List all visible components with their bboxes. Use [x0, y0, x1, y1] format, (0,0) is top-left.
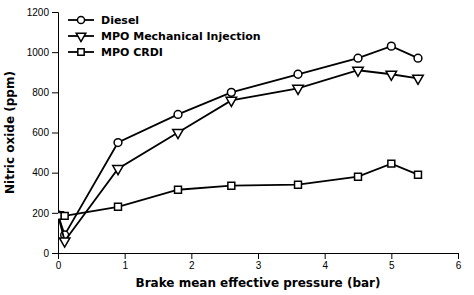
- legend-label: MPO Mechanical Injection: [101, 30, 261, 43]
- tick-mark: [52, 213, 58, 214]
- tick: 6: [456, 253, 462, 271]
- tick: 1: [122, 253, 128, 271]
- legend-label: Diesel: [101, 14, 139, 27]
- point: [114, 139, 122, 147]
- tick-mark: [52, 253, 58, 254]
- point: [415, 171, 422, 178]
- axis-line: [52, 13, 59, 254]
- plot: 0 1 2 3 4 5 6 0 200 400 600 800 1000 1200 Brake mean e…: [3, 7, 462, 290]
- tick-mark: [52, 133, 58, 134]
- point: [293, 85, 304, 94]
- point: [115, 203, 122, 210]
- tick-label: 1000: [27, 47, 50, 58]
- point: [295, 181, 302, 188]
- tick-mark: [52, 12, 58, 13]
- legend-marker: [76, 33, 86, 41]
- tick: 400: [32, 167, 58, 178]
- legend: Diesel MPO Mechanical Injection MPO CRDI: [68, 14, 261, 59]
- tick-label: 2: [189, 260, 195, 271]
- tick-mark: [52, 173, 58, 174]
- tick: 1200: [27, 7, 58, 18]
- tick: 600: [32, 127, 58, 138]
- marks: [58, 42, 423, 247]
- legend-item: MPO CRDI: [68, 46, 163, 59]
- legend-marker: [78, 49, 84, 55]
- tick: 5: [389, 253, 395, 271]
- chart: 0 1 2 3 4 5 6 0 200 400 600 800 1000 1200 Brake mean e…: [0, 0, 474, 295]
- legend-marker: [77, 16, 84, 23]
- tick-label: 5: [389, 260, 395, 271]
- axis-line: [59, 254, 459, 260]
- tick: 0: [43, 248, 58, 259]
- tick-mark: [52, 52, 58, 53]
- point: [59, 238, 70, 247]
- tick: 1000: [27, 47, 58, 58]
- tick: 0: [56, 253, 62, 271]
- point: [387, 42, 395, 50]
- tick-label: 4: [322, 260, 328, 271]
- point: [174, 111, 182, 119]
- point: [413, 75, 424, 84]
- tick-mark: [325, 253, 326, 259]
- tick-label: 0: [43, 248, 49, 259]
- legend-label: MPO CRDI: [101, 46, 163, 59]
- tick-label: 1: [122, 260, 128, 271]
- point: [355, 173, 362, 180]
- tick-mark: [52, 92, 58, 93]
- tick-mark: [391, 253, 392, 259]
- tick-label: 200: [32, 208, 49, 219]
- tick: 800: [32, 87, 58, 98]
- point: [386, 71, 397, 80]
- x-axis: 0 1 2 3 4 5 6: [56, 253, 462, 271]
- point: [294, 70, 302, 78]
- tick-label: 600: [32, 127, 49, 138]
- point: [175, 186, 182, 193]
- y-axis-title: Nitric oxide (ppm): [3, 71, 17, 194]
- tick-label: 1200: [27, 7, 50, 18]
- x-axis-title: Brake mean effective pressure (bar): [136, 276, 381, 290]
- legend-item: Diesel: [68, 14, 139, 27]
- tick: 2: [189, 253, 195, 271]
- point: [353, 67, 364, 76]
- series-line: [58, 70, 418, 241]
- point: [388, 160, 395, 167]
- point: [414, 54, 422, 62]
- tick-label: 3: [256, 260, 262, 271]
- series-line: [58, 46, 418, 235]
- tick: 4: [322, 253, 328, 271]
- tick-mark: [258, 253, 259, 259]
- point: [226, 97, 237, 106]
- legend-item: MPO Mechanical Injection: [68, 30, 261, 43]
- tick-mark: [191, 253, 192, 259]
- point: [113, 166, 124, 175]
- tick-mark: [125, 253, 126, 259]
- tick-label: 6: [456, 260, 462, 271]
- tick-label: 0: [56, 260, 62, 271]
- tick-label: 800: [32, 87, 49, 98]
- point: [173, 129, 184, 138]
- y-axis: 0 200 400 600 800 1000 1200: [27, 7, 59, 259]
- point: [61, 212, 68, 219]
- point: [227, 88, 235, 96]
- tick: 200: [32, 208, 58, 219]
- tick: 3: [256, 253, 262, 271]
- point: [228, 182, 235, 189]
- series-line: [58, 164, 418, 216]
- tick-label: 400: [32, 167, 49, 178]
- tick-mark: [458, 253, 459, 259]
- point: [354, 54, 362, 62]
